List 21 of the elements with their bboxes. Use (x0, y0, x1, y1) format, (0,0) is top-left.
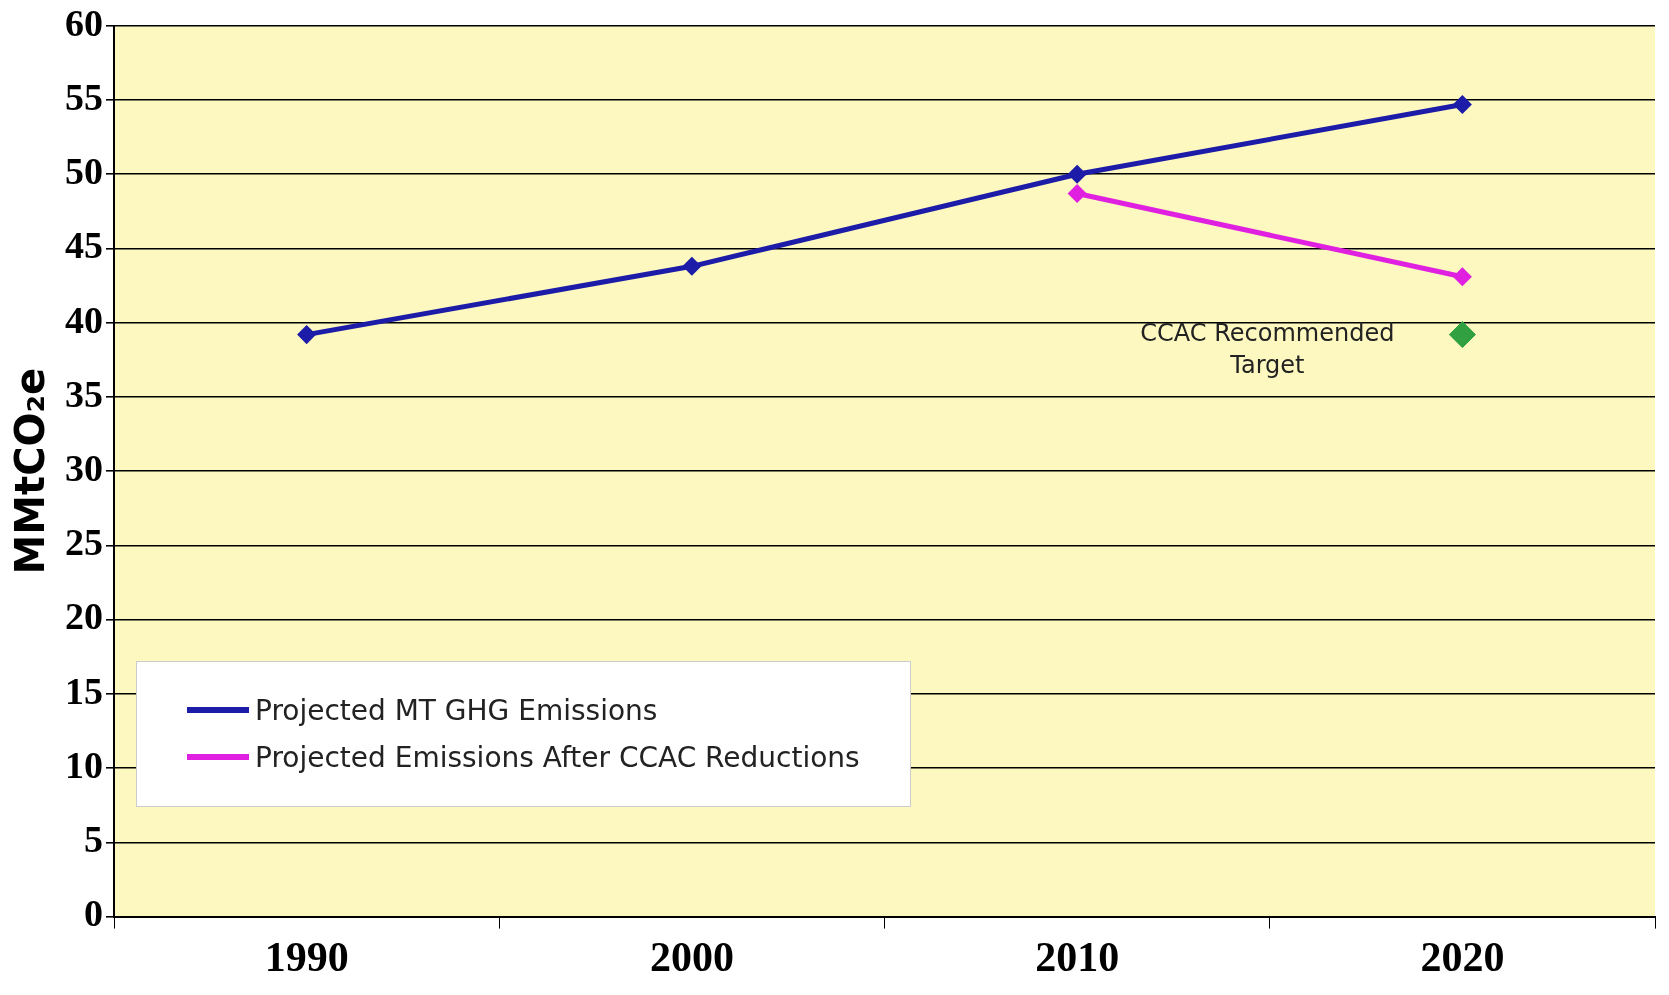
x-tick-label: 2010 (1035, 933, 1120, 980)
annotation: CCAC Recommended Target (1140, 318, 1395, 379)
x-tick-label: 1990 (264, 933, 349, 980)
y-tick-label: 5 (84, 818, 103, 861)
y-tick-label: 45 (65, 224, 103, 267)
x-tick-label: 2000 (649, 933, 734, 980)
y-tick-label: 30 (65, 447, 103, 490)
legend-label: Projected MT GHG Emissions (255, 693, 658, 727)
y-tick-label: 25 (65, 521, 103, 564)
legend-label: Projected Emissions After CCAC Reductions (255, 740, 860, 774)
y-tick-label: 10 (65, 743, 103, 786)
y-axis-title: MMtCO₂e (7, 367, 54, 575)
y-tick-label: 60 (65, 1, 103, 44)
y-tick-label: 20 (65, 595, 103, 638)
y-tick-label: 55 (65, 75, 103, 118)
y-tick-label: 35 (65, 372, 103, 415)
x-tick-label: 2020 (1420, 933, 1505, 980)
y-tick-label: 0 (84, 892, 103, 935)
y-tick-label: 15 (65, 669, 103, 712)
y-tick-label: 40 (65, 298, 103, 341)
y-tick-label: 50 (65, 150, 103, 193)
